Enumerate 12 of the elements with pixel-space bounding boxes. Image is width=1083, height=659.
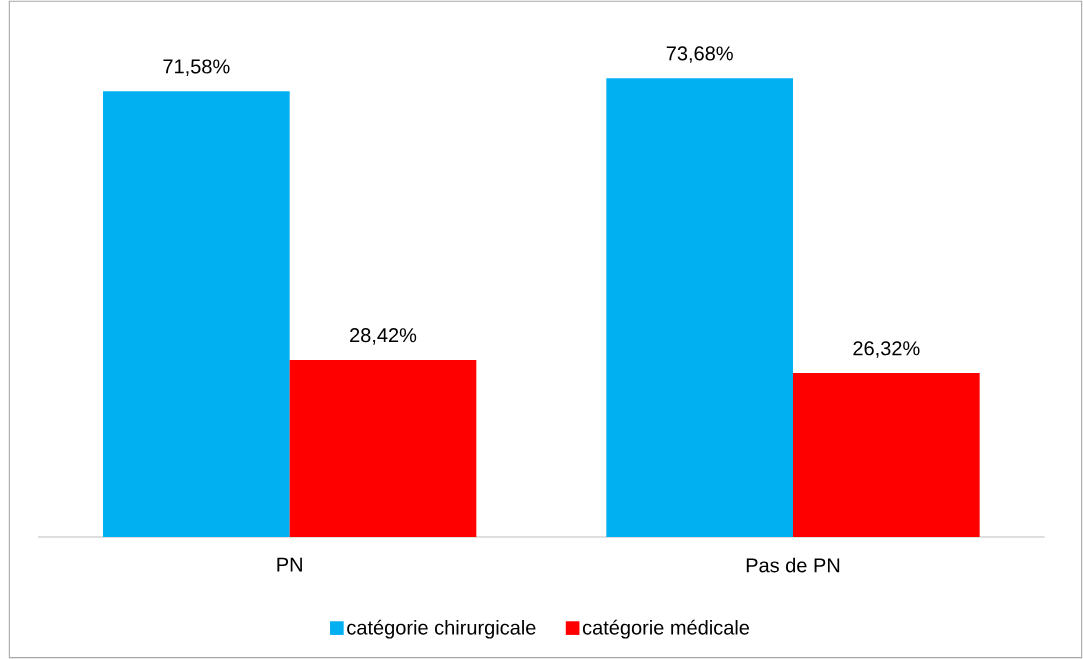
data-label: 26,32% xyxy=(853,341,920,358)
data-label: 71,58% xyxy=(163,59,230,76)
x-tick-label: PN xyxy=(277,557,302,572)
bar xyxy=(289,360,477,537)
bar xyxy=(103,91,290,537)
legend-label: catégorie médicale xyxy=(582,619,750,639)
legend-label: catégorie chirurgicale xyxy=(347,619,536,639)
bar xyxy=(606,78,793,537)
data-label: 73,68% xyxy=(666,46,733,63)
bar xyxy=(793,373,980,537)
x-tick-label: Pas de PN xyxy=(746,557,840,573)
data-label: 28,42% xyxy=(350,328,417,345)
